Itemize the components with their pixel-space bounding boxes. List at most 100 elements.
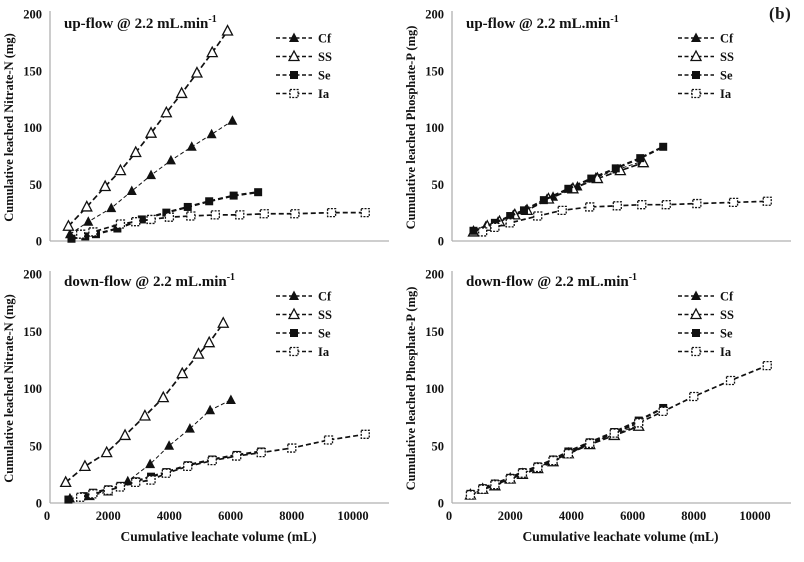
Se-marker — [519, 206, 528, 215]
y-tick-label: 0 — [438, 497, 444, 511]
series-Cf-markers — [64, 115, 238, 239]
series-Ia — [76, 207, 370, 239]
series-Ia-markers — [465, 360, 772, 500]
Cf-marker — [205, 404, 216, 415]
SS-marker — [129, 145, 142, 158]
Ia-marker — [533, 211, 543, 221]
SS-marker — [190, 66, 204, 78]
legend-marker-Ia — [289, 88, 299, 99]
series-Ia — [76, 429, 370, 502]
Ia-marker — [164, 212, 175, 222]
legend-marker-Cf — [691, 32, 701, 42]
SS-marker — [160, 105, 173, 118]
y-tick-label: 50 — [30, 178, 43, 192]
panel-title: down-flow @ 2.2 mL.min-1 — [466, 272, 637, 290]
y-tick-label: 150 — [23, 325, 42, 339]
chart-panel-upflow-nitrate: 0 50 100 150 200 Cumulative leached Nitrate-N… — [0, 0, 402, 263]
x-tick-label: 0 — [446, 509, 452, 523]
series-Ia — [478, 196, 772, 237]
Se-marker — [611, 164, 620, 173]
legend: Cf SS Se Ia — [276, 290, 332, 359]
Ia-marker — [326, 207, 337, 218]
Ia-marker — [505, 474, 515, 484]
legend-label-Ia: Ia — [318, 87, 330, 101]
Ia-marker — [115, 219, 126, 229]
Cf-marker — [206, 128, 217, 139]
Ia-marker — [290, 209, 300, 219]
legend: Cf SS Se Ia — [678, 290, 734, 359]
legend-marker-Se — [692, 329, 700, 337]
legend-label-SS: SS — [720, 308, 734, 322]
series-Ia-markers — [76, 429, 370, 502]
Cf-marker — [145, 458, 156, 469]
Ia-marker — [183, 461, 193, 472]
Se-marker — [205, 197, 214, 206]
y-tick-label: 100 — [425, 382, 444, 396]
Ia-marker — [76, 229, 86, 239]
SS-marker — [221, 24, 234, 36]
Ia-marker — [146, 475, 156, 485]
Ia-marker — [490, 480, 500, 490]
legend-label-SS: SS — [318, 50, 332, 64]
y-tick-label: 0 — [438, 235, 444, 249]
Cf-marker — [225, 394, 236, 404]
Ia-marker — [689, 391, 699, 402]
legend-label-Ia: Ia — [720, 345, 732, 359]
legend-marker-Se — [692, 71, 700, 79]
legend-marker-Cf — [289, 290, 299, 300]
Ia-marker — [612, 201, 622, 211]
y-tick-label: 0 — [36, 235, 42, 249]
y-tick-label: 200 — [23, 268, 42, 282]
y-axis-label: Cumulative leached Nitrate-N (mg) — [2, 294, 16, 483]
y-tick-label: 50 — [432, 439, 445, 453]
series-Ia — [465, 360, 772, 500]
Se-marker — [67, 234, 76, 243]
y-tick-labels: 0 50 100 150 200 — [23, 8, 42, 249]
plot-axes — [49, 271, 389, 504]
series-SS-line — [65, 322, 224, 484]
Ia-marker — [548, 455, 558, 466]
y-tick-label: 50 — [432, 178, 445, 192]
SS-marker — [99, 179, 112, 192]
legend-label-Cf: Cf — [720, 32, 734, 46]
Se-marker — [183, 202, 192, 211]
chart-upflow-phosphate: 0 50 100 150 200 Cumulative leached Phosphate… — [404, 8, 791, 249]
panel-title: up-flow @ 2.2 mL.min-1 — [64, 14, 217, 32]
Cf-marker — [227, 115, 238, 125]
legend-label-Cf: Cf — [318, 290, 332, 304]
Se-marker — [636, 154, 645, 163]
Se-marker — [64, 495, 73, 504]
x-tick-labels: 0 2000 4000 6000 8000 10000 — [44, 509, 369, 523]
legend: Cf SS Se Ia — [678, 32, 734, 101]
series-SS — [59, 316, 230, 488]
Ia-marker — [259, 209, 269, 219]
y-tick-label: 100 — [23, 382, 42, 396]
SS-marker — [80, 200, 93, 212]
Ia-marker — [131, 217, 141, 227]
Ia-marker — [76, 492, 86, 502]
Ia-marker — [637, 200, 647, 210]
legend-label-Ia: Ia — [720, 87, 732, 101]
legend-label-Se: Se — [318, 327, 331, 341]
x-tick-label: 8000 — [681, 509, 706, 523]
chart-upflow-nitrate: 0 50 100 150 200 Cumulative leached Nitrate-N… — [2, 8, 389, 249]
Ia-marker — [557, 205, 567, 216]
Ia-marker — [88, 489, 98, 499]
Ia-marker — [161, 468, 171, 478]
series-SS-markers — [59, 316, 230, 488]
series-Se-line — [473, 145, 664, 232]
Ia-marker — [232, 451, 242, 461]
SS-marker — [176, 366, 189, 379]
y-axis-label: Cumulative leached Nitrate-N (mg) — [2, 33, 16, 222]
Ia-marker — [186, 211, 196, 221]
x-axis-label: Cumulative leachate volume (mL) — [522, 529, 718, 544]
SS-marker — [157, 390, 170, 403]
y-tick-label: 200 — [425, 8, 444, 22]
Ia-marker — [131, 477, 141, 488]
series-SS-markers — [62, 24, 234, 231]
figure-label: (b) — [769, 4, 792, 23]
Ia-marker — [287, 443, 297, 453]
Ia-marker — [360, 429, 370, 439]
legend-marker-Cf — [289, 32, 299, 42]
